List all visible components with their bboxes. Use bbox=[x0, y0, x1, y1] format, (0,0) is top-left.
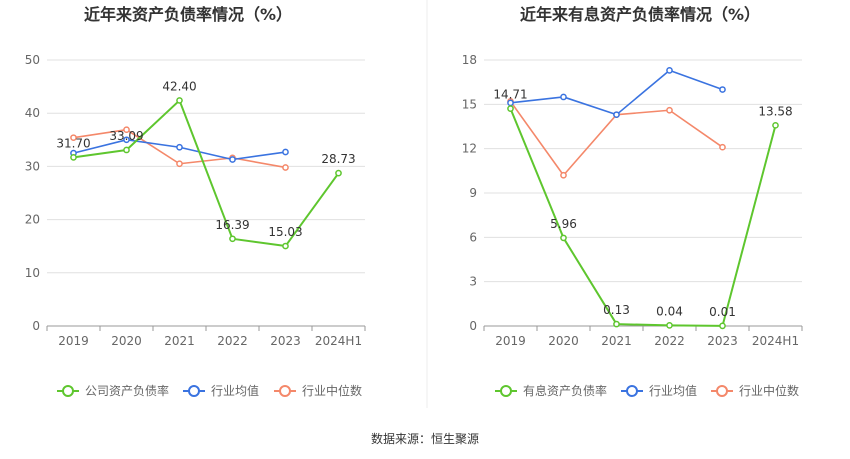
x-tick-label: 2024H1 bbox=[315, 334, 362, 348]
industry-median-point bbox=[176, 160, 183, 168]
x-tick-label: 2024H1 bbox=[752, 334, 799, 348]
legend-label: 公司资产负债率 bbox=[85, 383, 169, 398]
legend-marker-icon bbox=[626, 385, 638, 397]
legend-item-industry-median[interactable]: 行业中位数 bbox=[274, 383, 362, 398]
y-tick-label: 40 bbox=[25, 106, 40, 120]
y-tick-label: 20 bbox=[25, 213, 40, 227]
industry-median-point bbox=[719, 143, 726, 151]
legend-item-industry-median[interactable]: 行业中位数 bbox=[711, 383, 799, 398]
data-label: 5.96 bbox=[550, 217, 577, 231]
x-tick-label: 2022 bbox=[654, 334, 685, 348]
y-tick-label: 30 bbox=[25, 159, 40, 173]
company-series-line bbox=[509, 108, 777, 327]
data-label: 42.40 bbox=[162, 79, 196, 93]
y-tick-label: 9 bbox=[469, 186, 477, 200]
legend-item-company[interactable]: 公司资产负债率 bbox=[57, 383, 169, 398]
chart-title: 近年来资产负债率情况（%） bbox=[84, 5, 292, 24]
company-point bbox=[282, 242, 289, 250]
legend-marker-icon bbox=[279, 385, 291, 397]
legend-label: 行业均值 bbox=[649, 383, 697, 398]
legend-label: 有息资产负债率 bbox=[523, 383, 607, 398]
legend-item-industry-avg[interactable]: 行业均值 bbox=[183, 383, 259, 398]
industry-avg-point bbox=[123, 136, 130, 144]
data-source-note: 数据来源：恒生聚源 bbox=[371, 431, 479, 446]
y-tick-label: 12 bbox=[462, 142, 477, 156]
industry-avg-point bbox=[229, 156, 236, 163]
industry-avg-point bbox=[282, 148, 289, 156]
data-label: 0.04 bbox=[656, 304, 683, 318]
company-point bbox=[613, 320, 620, 328]
data-label: 31.70 bbox=[56, 136, 90, 150]
x-tick-label: 2021 bbox=[601, 334, 632, 348]
x-tick-label: 2020 bbox=[111, 334, 142, 348]
company-series-line bbox=[73, 99, 340, 248]
company-point bbox=[560, 234, 567, 242]
legend-label: 行业均值 bbox=[211, 383, 259, 398]
company-point bbox=[772, 121, 779, 129]
industry-median-point bbox=[123, 126, 130, 134]
industry-avg-point bbox=[176, 143, 183, 151]
company-point bbox=[335, 169, 342, 177]
x-tick-label: 2019 bbox=[495, 334, 526, 348]
legend-label: 行业中位数 bbox=[302, 383, 362, 398]
data-label: 13.58 bbox=[758, 104, 792, 118]
x-tick-label: 2020 bbox=[548, 334, 579, 348]
x-tick-label: 2021 bbox=[164, 334, 195, 348]
legend-label: 行业中位数 bbox=[739, 383, 799, 398]
company-point bbox=[123, 146, 130, 154]
x-tick-label: 2022 bbox=[217, 334, 248, 348]
data-label: 16.39 bbox=[215, 218, 249, 232]
industry-median-point bbox=[70, 134, 77, 142]
industry-median-point bbox=[666, 106, 673, 114]
data-label: 0.01 bbox=[709, 305, 736, 319]
y-tick-label: 0 bbox=[469, 319, 477, 333]
y-tick-label: 15 bbox=[462, 97, 477, 111]
y-tick-label: 3 bbox=[469, 275, 477, 289]
interest-bearing-debt-ratio-chart: 近年来有息资产负债率情况（%） 0 3 6 9 12 15 18 2019 2020 2021 202… bbox=[462, 5, 803, 398]
company-point bbox=[719, 322, 726, 330]
x-tick-label: 2019 bbox=[58, 334, 89, 348]
data-label: 0.13 bbox=[603, 303, 630, 317]
company-point bbox=[176, 97, 183, 104]
legend-marker-icon bbox=[500, 385, 512, 397]
data-label: 33.09 bbox=[109, 129, 143, 143]
x-tick-label: 2023 bbox=[270, 334, 301, 348]
data-label: 28.73 bbox=[321, 152, 355, 166]
x-tick-label: 2023 bbox=[707, 334, 738, 348]
industry-avg-point bbox=[613, 111, 620, 119]
company-point bbox=[666, 322, 673, 329]
legend-marker-icon bbox=[62, 385, 74, 397]
industry-avg-series-line bbox=[510, 69, 723, 116]
legend-marker-icon bbox=[716, 385, 728, 397]
y-tick-label: 50 bbox=[25, 53, 40, 67]
company-point bbox=[229, 235, 236, 243]
industry-avg-point bbox=[719, 86, 726, 93]
y-tick-label: 0 bbox=[32, 319, 40, 333]
industry-median-point bbox=[560, 171, 567, 179]
legend-item-company[interactable]: 有息资产负债率 bbox=[495, 383, 607, 398]
company-point bbox=[70, 154, 77, 161]
y-tick-label: 10 bbox=[25, 266, 40, 280]
y-tick-label: 6 bbox=[469, 230, 477, 244]
chart-title: 近年来有息资产负债率情况（%） bbox=[520, 5, 760, 24]
industry-avg-point bbox=[666, 66, 673, 74]
data-label: 14.71 bbox=[493, 88, 527, 102]
data-label: 15.03 bbox=[268, 225, 302, 239]
industry-median-point bbox=[282, 164, 289, 171]
debt-ratio-chart: 近年来资产负债率情况（%） 0 10 20 30 40 50 2019 2020 2021 2022… bbox=[25, 5, 366, 398]
industry-avg-point bbox=[560, 93, 567, 101]
legend-marker-icon bbox=[188, 385, 200, 397]
company-point bbox=[507, 105, 514, 112]
legend-item-industry-avg[interactable]: 行业均值 bbox=[621, 383, 697, 398]
y-tick-label: 18 bbox=[462, 53, 477, 67]
